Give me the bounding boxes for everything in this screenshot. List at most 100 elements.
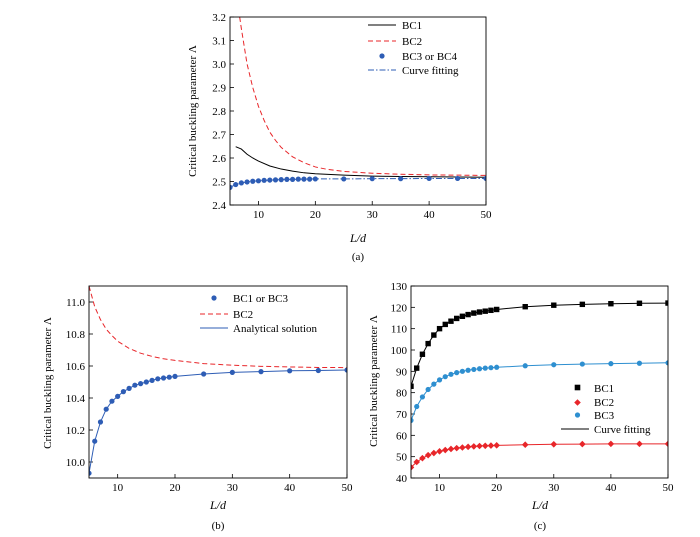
panel-c-series-0-point-0	[411, 383, 414, 389]
panel-c-ytick-label-9: 130	[391, 281, 408, 293]
panel-c-series-0-point-2	[419, 351, 426, 357]
panel-c-ytick-label-4: 80	[396, 388, 408, 400]
legend-a-fit-label: Curve fitting	[402, 65, 459, 77]
panel-c-series-0-point-14	[488, 307, 494, 314]
panel-a-ytick-label-0: 2.4	[212, 200, 226, 212]
panel-b-ytick-label-0: 10.0	[66, 457, 86, 469]
panel-c-series-2-point-16	[522, 363, 528, 369]
legend-b-bc13-swatch	[211, 295, 217, 301]
panel-b-ytick-label-5: 11.0	[66, 297, 85, 309]
panel-a-series-2-point-20	[454, 175, 461, 182]
panel-c-series-1-point-17	[550, 440, 558, 448]
panel-c-series-0-point-3	[425, 340, 431, 347]
panel-c-series-1-point-9	[459, 444, 466, 451]
panel-c-series-1-point-16	[521, 441, 529, 449]
chart-panel-b: Critical buckling parameter Λ 10 20 30 40 50…	[42, 285, 354, 532]
panel-c-series-0-point-19	[608, 301, 614, 307]
panel-c-fit-line-0	[411, 302, 668, 387]
legend-c-bc1-swatch	[574, 384, 581, 391]
panel-a-xtick-label-0: 10	[253, 209, 265, 221]
panel-c-series-2-point-13	[482, 365, 488, 371]
panel-b-xtick-label-1: 20	[170, 482, 182, 494]
panel-c-series-1-point-12	[476, 442, 483, 450]
panel-a-series-2-point-11	[289, 176, 296, 182]
panel-c-ytick-label-3: 70	[396, 409, 408, 421]
panel-a-series-0-line	[235, 146, 486, 178]
panel-c-caption: (c)	[534, 520, 547, 532]
panel-a-frame	[229, 16, 487, 206]
legend-c-bc3-label: BC3	[594, 410, 615, 422]
panel-a-xtick-label-1: 20	[310, 209, 322, 221]
legend-c-bc2-swatch	[574, 399, 581, 406]
panel-c-series-1-point-13	[481, 442, 489, 450]
panel-c-series-2-point-14	[488, 365, 494, 371]
legend-a-bc34-label: BC3 or BC4	[402, 51, 458, 63]
panel-c-series-0-point-1	[414, 365, 420, 371]
panel-b-xtick-label-4: 50	[342, 482, 354, 494]
panel-b-ytick-label-3: 10.6	[66, 361, 86, 373]
panel-c-series-2-point-19	[608, 361, 614, 367]
panel-c-series-1-point-10	[464, 443, 472, 451]
panel-c-series-2-point-10	[465, 367, 471, 373]
panel-b-ytick-label-4: 10.8	[66, 329, 86, 341]
panel-b-legend: BC1 or BC3 BC2 Analytical solution	[200, 293, 318, 335]
panel-c-series-2-point-3	[425, 386, 431, 393]
panel-c-xtick-label-0: 10	[434, 482, 446, 494]
panel-c-series-2-point-9	[459, 368, 465, 374]
panel-c-series-1-point-6	[441, 446, 449, 454]
panel-b-frame	[88, 285, 348, 479]
panel-a-series-1-line	[239, 17, 486, 176]
panel-c-series-1-point-4	[430, 449, 438, 457]
legend-b-analytical-label: Analytical solution	[233, 323, 318, 335]
panel-c-series-2-point-0	[411, 417, 414, 423]
panel-c-ytick-label-8: 120	[391, 302, 408, 314]
panel-c-ytick-label-0: 40	[396, 473, 408, 485]
panel-a-ylabel: Critical buckling parameter Λ	[187, 45, 199, 177]
panel-c-series-0-point-12	[476, 309, 483, 315]
panel-b-series	[89, 286, 347, 476]
panel-c-ylabel: Critical buckling parameter Λ	[368, 315, 380, 447]
panel-c-series-2-point-4	[431, 381, 437, 387]
panel-a-series-3-line	[230, 177, 486, 188]
panel-c-ytick-label-7: 110	[391, 324, 408, 336]
panel-c-series-1-point-11	[470, 443, 478, 450]
panel-a-xtick-label-3: 40	[424, 209, 436, 221]
panel-c-ytick-label-5: 90	[396, 366, 408, 378]
panel-c-series-0-point-9	[459, 313, 466, 319]
panel-c-xtick-label-3: 40	[605, 482, 617, 494]
panel-a-series-2-point-18	[398, 176, 404, 182]
panel-c-series	[411, 300, 668, 471]
panel-c-series-1-point-21	[664, 440, 668, 448]
panel-c-xtick-label-2: 30	[548, 482, 560, 494]
panel-c-fit-line-2	[411, 362, 668, 421]
panel-c-legend: BC1 BC2 BC3 Curve fitting	[561, 383, 651, 436]
panel-a-series-2-point-9	[278, 177, 284, 183]
panel-a-ytick-label-5: 2.9	[212, 83, 226, 95]
panel-c-series-2-point-11	[471, 366, 477, 373]
panel-c-ytick-label-2: 60	[396, 430, 408, 442]
legend-a-bc1-label: BC1	[402, 20, 422, 32]
panel-c-series-1-point-1	[413, 458, 421, 466]
panel-a-series-2-point-13	[301, 176, 307, 182]
panel-c-series-2-point-5	[436, 377, 443, 383]
legend-a-bc34-swatch	[379, 53, 385, 59]
panel-a-ytick-label-6: 3.0	[212, 59, 226, 71]
panel-a-ytick-label-4: 2.8	[212, 106, 226, 118]
panel-b-series-1-line	[89, 286, 347, 369]
panel-c-series-1-point-5	[436, 448, 443, 455]
legend-c-fit-label: Curve fitting	[594, 424, 651, 436]
panel-a-series-2-point-16	[341, 176, 347, 182]
panel-a-series-2-point-5	[255, 178, 262, 184]
panel-a-ytick-label-2: 2.6	[212, 153, 226, 165]
panel-a-series-2-point-7	[267, 177, 273, 183]
legend-c-bc2-label: BC2	[594, 397, 614, 409]
chart-panel-c: Critical buckling parameter Λ 10 20 30 40 50…	[368, 281, 674, 532]
panel-b-ytick-label-2: 10.4	[66, 393, 86, 405]
panel-c-series-0-point-13	[482, 308, 488, 314]
panel-c-series-0-point-8	[453, 315, 460, 322]
panel-b-ylabel: Critical buckling parameter Λ	[42, 317, 54, 449]
panel-b-xtick-label-2: 30	[227, 482, 239, 494]
panel-c-series-1-point-2	[419, 454, 426, 462]
panel-c-series-2-point-2	[419, 394, 426, 400]
panel-a-ytick-label-3: 2.7	[212, 130, 226, 142]
